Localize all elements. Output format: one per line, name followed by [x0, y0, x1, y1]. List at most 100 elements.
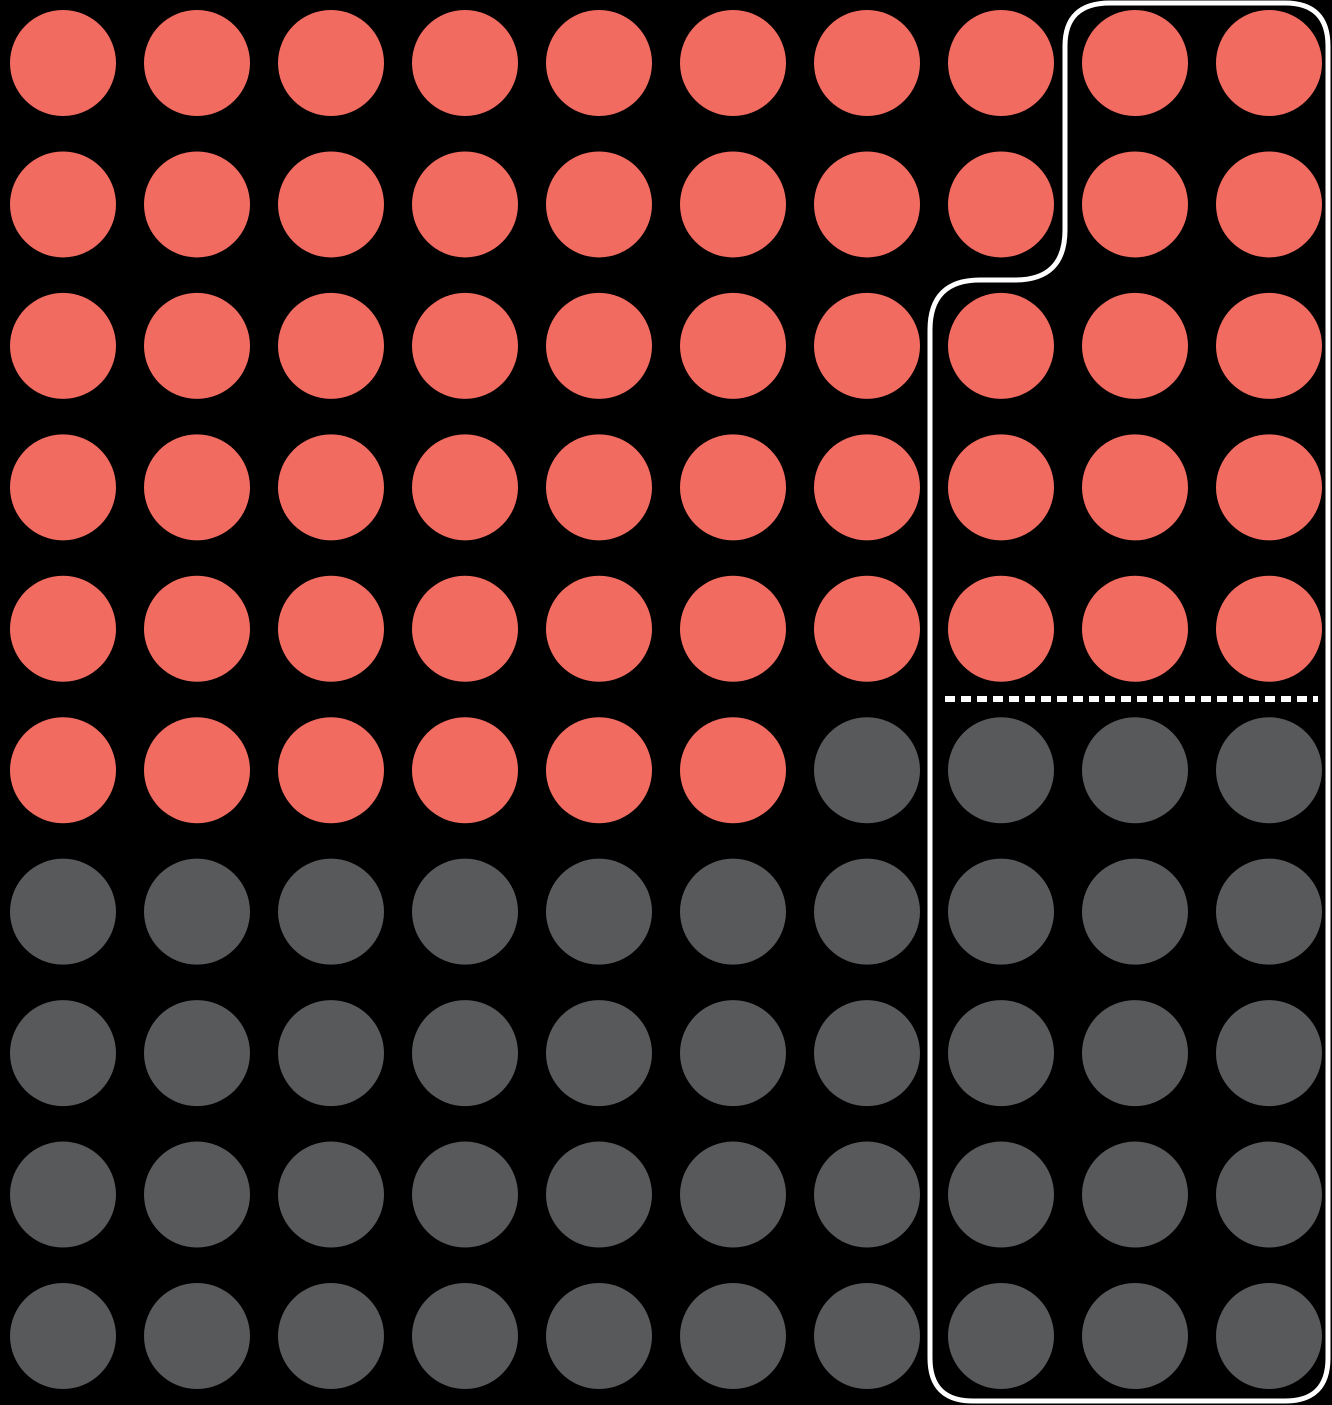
dot	[412, 1000, 518, 1107]
dot	[546, 292, 652, 399]
dot	[278, 1000, 384, 1107]
dot	[1216, 10, 1322, 116]
dot	[814, 575, 920, 682]
dot	[546, 1141, 652, 1248]
dot	[1082, 434, 1188, 541]
dot	[144, 292, 250, 399]
dot	[546, 434, 652, 541]
dot	[144, 1283, 250, 1389]
dot	[412, 858, 518, 965]
dot	[412, 1141, 518, 1248]
dot	[680, 1141, 786, 1248]
dot	[10, 1000, 116, 1107]
dot	[680, 858, 786, 965]
dot	[948, 1283, 1054, 1389]
dot	[546, 1283, 652, 1389]
dot	[144, 10, 250, 116]
dot	[948, 292, 1054, 399]
dot	[814, 434, 920, 541]
dot	[948, 1141, 1054, 1248]
dot	[546, 858, 652, 965]
dot	[144, 1000, 250, 1107]
dot	[546, 151, 652, 258]
dot	[814, 1000, 920, 1107]
dot	[1082, 575, 1188, 682]
dot	[1216, 1000, 1322, 1107]
dot	[680, 434, 786, 541]
dot	[680, 1000, 786, 1107]
dot	[278, 434, 384, 541]
dot	[1216, 1283, 1322, 1389]
dot	[278, 1283, 384, 1389]
dot	[412, 1283, 518, 1389]
dot	[680, 292, 786, 399]
dot	[948, 575, 1054, 682]
dot	[412, 575, 518, 682]
dot	[1082, 151, 1188, 258]
dot	[1216, 434, 1322, 541]
dot	[1082, 717, 1188, 824]
dot	[10, 1141, 116, 1248]
dot	[814, 10, 920, 116]
dot	[278, 10, 384, 116]
dot	[546, 1000, 652, 1107]
dot	[412, 717, 518, 824]
dot	[1082, 858, 1188, 965]
dot	[546, 717, 652, 824]
dot	[10, 1283, 116, 1389]
dot	[278, 717, 384, 824]
dot	[814, 858, 920, 965]
dot	[10, 858, 116, 965]
dot	[680, 717, 786, 824]
dot	[144, 858, 250, 965]
dot	[1082, 292, 1188, 399]
dot	[144, 717, 250, 824]
dot	[412, 434, 518, 541]
dot	[1082, 10, 1188, 116]
dot	[948, 858, 1054, 965]
dot	[680, 575, 786, 682]
dot	[546, 575, 652, 682]
dot	[814, 1283, 920, 1389]
dot	[948, 434, 1054, 541]
dot	[10, 292, 116, 399]
dot	[144, 1141, 250, 1248]
dot	[10, 151, 116, 258]
dot	[1082, 1283, 1188, 1389]
dot	[278, 151, 384, 258]
dot	[1216, 292, 1322, 399]
dot	[1216, 1141, 1322, 1248]
dot	[278, 292, 384, 399]
dot	[814, 717, 920, 824]
dot	[948, 10, 1054, 116]
dot	[144, 575, 250, 682]
dot	[10, 717, 116, 824]
dot	[10, 434, 116, 541]
dot	[948, 151, 1054, 258]
dot	[1082, 1141, 1188, 1248]
dot	[1216, 858, 1322, 965]
dot	[814, 1141, 920, 1248]
dot	[412, 292, 518, 399]
dot-grid	[10, 10, 1322, 1389]
dot	[680, 1283, 786, 1389]
dot	[1216, 575, 1322, 682]
dot	[1216, 717, 1322, 824]
dot	[814, 292, 920, 399]
dot	[10, 10, 116, 116]
dot	[144, 434, 250, 541]
dot	[412, 10, 518, 116]
dot	[278, 858, 384, 965]
dot	[814, 151, 920, 258]
dot	[948, 1000, 1054, 1107]
dot	[278, 1141, 384, 1248]
dot	[948, 717, 1054, 824]
dot	[1082, 1000, 1188, 1107]
dot	[278, 575, 384, 682]
highlight-outline	[927, 0, 1331, 1404]
dot	[1216, 151, 1322, 258]
dot	[10, 575, 116, 682]
dot	[412, 151, 518, 258]
